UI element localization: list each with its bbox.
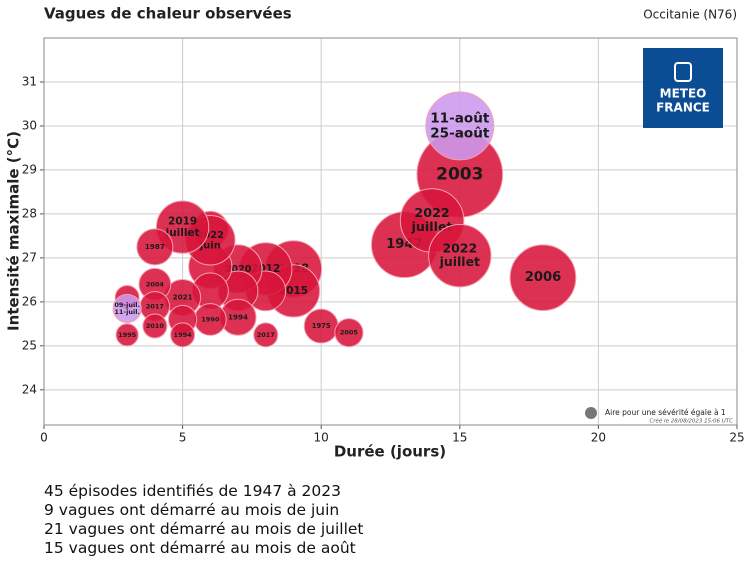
- size-legend-label: Aire pour une sévérité égale à 1: [605, 408, 726, 417]
- bubble: [428, 224, 492, 288]
- bubble-label: 2010: [146, 322, 165, 330]
- bubble-label: 1995: [118, 331, 137, 339]
- bubble-label: 1994: [228, 312, 248, 321]
- bubble-label: 1987: [145, 242, 165, 251]
- y-tick-label: 31: [22, 74, 37, 88]
- x-tick-label: 15: [452, 431, 467, 445]
- x-tick-label: 25: [729, 431, 744, 445]
- bubble-label: 11-juil.: [114, 308, 140, 316]
- bubble: [170, 322, 196, 348]
- bubble-label: 2003: [436, 164, 483, 184]
- x-axis-label: Durée (jours): [334, 443, 446, 461]
- bubble-label: 2022: [197, 230, 225, 241]
- chart-subtitle: Occitanie (N76): [643, 8, 737, 22]
- bubble-label: 2017: [257, 331, 275, 339]
- bubble-label: 2021: [173, 292, 193, 301]
- bubble-label: 1994: [174, 331, 193, 339]
- y-tick-label: 24: [22, 382, 37, 396]
- bubble: [115, 323, 139, 347]
- bubble-label: 2015: [279, 285, 308, 297]
- logo-text: METEO: [660, 87, 707, 101]
- bubble-label: 2004: [146, 280, 165, 288]
- bubble-label: 2022: [442, 240, 477, 255]
- x-tick-label: 5: [179, 431, 187, 445]
- bubble-label: 2005: [340, 329, 359, 337]
- logo-text: FRANCE: [656, 101, 710, 115]
- size-legend-marker: [585, 407, 597, 419]
- bubble-label: juin: [199, 241, 221, 252]
- bubble-label: 2022: [414, 205, 449, 220]
- bubble: [509, 244, 577, 312]
- bubble-label: 11-août: [430, 110, 490, 126]
- y-axis-label: Intensité maximale (°C): [5, 131, 23, 331]
- bubble-label: 1990: [201, 315, 220, 323]
- notes: 45 épisodes identifiés de 1947 à 2023 9 v…: [44, 482, 364, 558]
- y-tick-label: 26: [22, 294, 37, 308]
- bubble-label: 1975: [312, 322, 331, 330]
- bubble-label: 2019: [168, 215, 197, 227]
- note: 9 vagues ont démarré au mois de juin: [44, 501, 340, 519]
- plot-frame: [43, 37, 738, 426]
- bubble-label: 2006: [525, 270, 562, 285]
- bubbles: 200319472022juillet2022juillet2006201820…: [112, 91, 577, 348]
- bubble: [253, 322, 279, 348]
- bubble-label: 2020: [225, 264, 252, 275]
- bubble: [136, 228, 174, 266]
- chart-title: Vagues de chaleur observées: [44, 5, 292, 23]
- logo: METEO FRANCE: [643, 48, 723, 128]
- bubble: [425, 91, 495, 161]
- y-tick-label: 25: [22, 338, 37, 352]
- x-tick-label: 0: [40, 431, 48, 445]
- logo-box: [643, 48, 723, 128]
- note: 45 épisodes identifiés de 1947 à 2023: [44, 482, 342, 500]
- bubble: [334, 318, 364, 348]
- bubble-label: juillet: [439, 254, 480, 269]
- x-tick-label: 20: [591, 431, 606, 445]
- y-tick-label: 30: [22, 118, 37, 132]
- credit: Créé le 28/08/2023 15:06 UTC: [649, 418, 733, 425]
- bubble-label: 09-juil.: [114, 301, 140, 309]
- bubble: [112, 293, 142, 324]
- y-tick-label: 29: [22, 162, 37, 176]
- chart: Vagues de chaleur observées Occitanie (N…: [5, 5, 745, 461]
- bubble-label: 2017: [146, 302, 164, 310]
- note: 21 vagues ont démarré au mois de juillet: [44, 520, 364, 538]
- x-tick-label: 10: [314, 431, 329, 445]
- y-tick-label: 27: [22, 250, 37, 264]
- logo-icon: [674, 62, 692, 82]
- y-tick-label: 28: [22, 206, 37, 220]
- bubble: [142, 313, 168, 339]
- note: 15 vagues ont démarré au mois de août: [44, 539, 356, 557]
- bubble-label: 25-août: [430, 125, 490, 141]
- bubble-label: juillet: [165, 227, 200, 239]
